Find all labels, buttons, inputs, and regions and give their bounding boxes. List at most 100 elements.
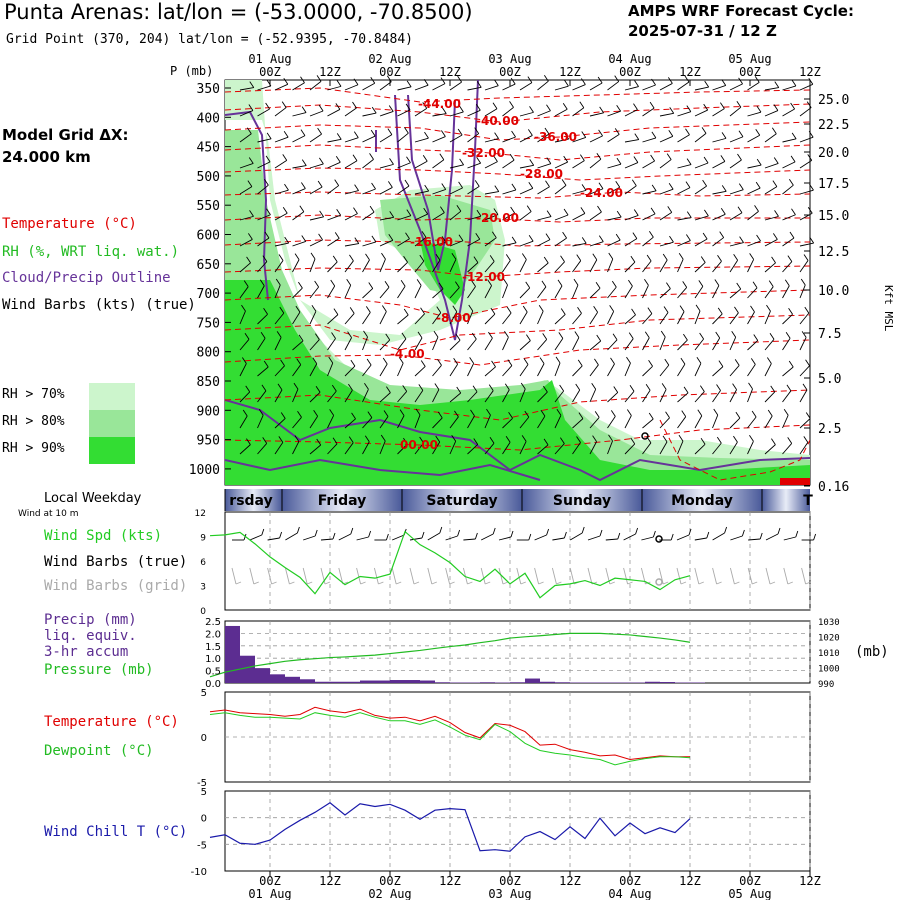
- wind-barb: [309, 333, 320, 351]
- wind-barb: [292, 182, 306, 195]
- wind-barb-true: [801, 533, 817, 541]
- wind-barb: [432, 359, 442, 377]
- wind-barb: [257, 384, 267, 403]
- cloud-outlines: [225, 80, 810, 482]
- weekday-label: Friday: [318, 493, 367, 509]
- wind-barb: [554, 155, 569, 169]
- wind-barb: [502, 436, 511, 455]
- wind-barb: [397, 409, 405, 429]
- wind-barb: [694, 209, 709, 221]
- wind-barb: [414, 78, 429, 91]
- isotherm-label: 00.00: [400, 438, 438, 452]
- wind-barb: [537, 233, 551, 247]
- wind-barb: [712, 185, 727, 195]
- wind-barb: [502, 331, 509, 351]
- wind-barb: [274, 412, 286, 429]
- wind-barb: [537, 104, 551, 117]
- wind-ytick-label: 0: [200, 607, 206, 617]
- wind-barb: [449, 105, 464, 117]
- wind-barb: [414, 207, 429, 221]
- wind-barb: [257, 308, 268, 325]
- wind-barb: [607, 210, 622, 221]
- wind-barb: [659, 383, 667, 403]
- wind-barb-grid: [249, 567, 259, 585]
- wind-barb-true: [748, 532, 763, 541]
- wind-barb: [449, 281, 460, 299]
- wind-barb: [572, 436, 581, 455]
- kft-ticks: 25.0 22.5 20.0 17.5 15.0 12.5 10.0 7.5 5.0 2.5 0.1…: [804, 93, 849, 495]
- wind-barb: [747, 305, 755, 325]
- wind-barb: [414, 436, 424, 455]
- wind-barb: [239, 256, 251, 273]
- wind-barb: [274, 78, 289, 91]
- wind-barb: [327, 437, 338, 455]
- wind-barb: [589, 152, 602, 169]
- wind-barb: [519, 410, 530, 429]
- wind-barb: [274, 206, 288, 221]
- wind-barb: [432, 183, 447, 195]
- wind-barb: [642, 230, 654, 247]
- wind-barb: [729, 330, 737, 351]
- wind-barb-grid: [391, 567, 402, 585]
- wind-barb: [677, 386, 689, 403]
- top-date-tick-label: 01 Aug: [248, 52, 291, 66]
- isotherm-label: -36.00: [534, 130, 577, 144]
- wind-barb: [729, 254, 739, 273]
- wind-barb: [677, 333, 688, 351]
- wind-barb: [572, 237, 587, 247]
- wind-barb: [467, 280, 476, 299]
- wind-barb: [344, 237, 360, 247]
- wind-barb: [554, 437, 565, 455]
- wind-barb: [589, 106, 605, 117]
- pressure-tick-label: 850: [197, 375, 220, 390]
- wind-barb: [659, 182, 674, 195]
- wind-barb: [747, 234, 761, 247]
- pressure-tick-label: 700: [197, 287, 220, 302]
- wind-barb: [257, 178, 269, 195]
- wind-barb: [362, 383, 369, 403]
- wind-barb: [257, 437, 268, 455]
- bottom-time-tick-label: 12Z: [319, 874, 341, 888]
- wind-barb: [484, 255, 495, 273]
- calm-wind-marker-grid: [655, 578, 663, 586]
- wind-barb: [449, 234, 464, 247]
- wind-barb: [379, 75, 392, 91]
- wind-barb: [712, 279, 720, 299]
- wind-barb: [397, 126, 409, 143]
- wind-barb: [554, 384, 564, 403]
- kft-tick-label: 17.5: [818, 177, 849, 192]
- wind-barb: [432, 253, 441, 273]
- wind-barb: [799, 206, 813, 221]
- bottom-date-tick-label: 03 Aug: [488, 887, 531, 900]
- wind-barb-true: [623, 527, 639, 541]
- wind-barbs-true: [232, 526, 817, 541]
- precip-bar: [525, 678, 540, 683]
- wind-barb: [607, 305, 615, 325]
- bottom-date-tick-label: 05 Aug: [728, 887, 771, 900]
- pressure-tick-label: 400: [197, 111, 220, 126]
- precip-ytick-label: 1.0: [205, 654, 221, 665]
- legend-precip: Precip (mm): [44, 612, 137, 628]
- wind-barb: [782, 102, 795, 117]
- wind-barb: [537, 333, 548, 351]
- precip-bar: [330, 681, 345, 683]
- wind-barb: [397, 209, 412, 221]
- wind-barb-grid: [267, 567, 277, 585]
- top-date-tick-label: 02 Aug: [368, 52, 411, 66]
- kft-tick-label: 20.0: [818, 146, 849, 161]
- wind-barb: [467, 304, 474, 325]
- legend-wind-barbs-true: Wind Barbs (true): [44, 554, 188, 570]
- wind-barb: [764, 357, 772, 377]
- wind-barb: [519, 205, 532, 221]
- wind-barb: [712, 360, 724, 377]
- wind-barb: [729, 306, 739, 325]
- wind-barb: [484, 384, 494, 403]
- wind-barb: [589, 253, 598, 273]
- wind-barb: [624, 279, 633, 299]
- wind-barb: [624, 179, 637, 195]
- temperature-line: [209, 706, 690, 761]
- wind-barb: [782, 332, 791, 351]
- forecast-cycle-value: 2025-07-31 / 12 Z: [628, 22, 777, 40]
- wind-barb: [327, 156, 341, 169]
- pressure-tick-label: 600: [197, 229, 220, 244]
